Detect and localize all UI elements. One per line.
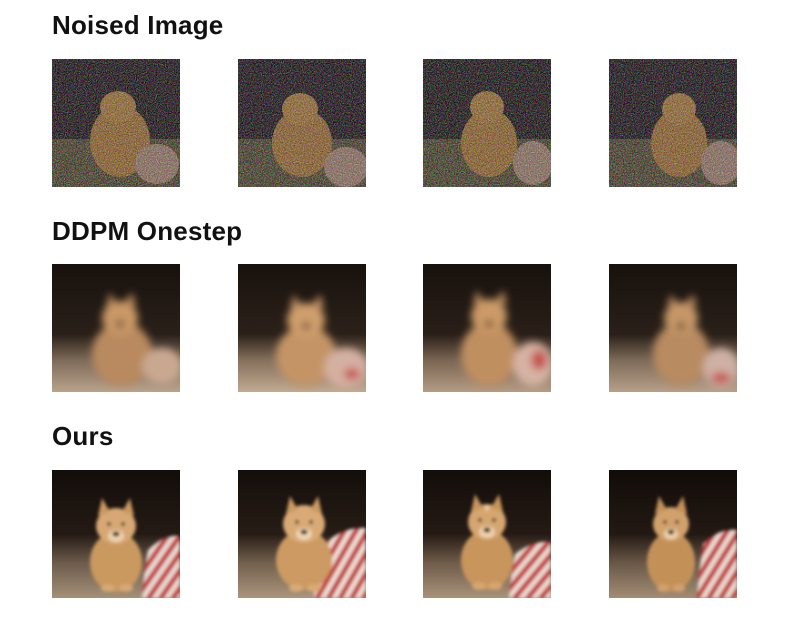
noised-image-2: [238, 59, 366, 187]
dog-image: [609, 470, 737, 598]
noised-image-1: [52, 59, 180, 187]
dog-image: [52, 264, 180, 392]
dog-image: [238, 59, 366, 187]
dog-image: [609, 264, 737, 392]
row-title-onestep: DDPM Onestep: [52, 216, 243, 246]
dog-image: [52, 470, 180, 598]
dog-image: [423, 470, 551, 598]
onestep-image-4: [609, 264, 737, 392]
noised-image-3: [423, 59, 551, 187]
ours-image-4: [609, 470, 737, 598]
dog-image: [238, 264, 366, 392]
onestep-image-3: [423, 264, 551, 392]
ours-image-1: [52, 470, 180, 598]
dog-image: [52, 59, 180, 187]
dog-image: [609, 59, 737, 187]
dog-image: [423, 59, 551, 187]
dog-image: [238, 470, 366, 598]
ours-image-3: [423, 470, 551, 598]
row-title-ours: Ours: [52, 421, 114, 451]
onestep-image-2: [238, 264, 366, 392]
dog-image: [423, 264, 551, 392]
onestep-image-1: [52, 264, 180, 392]
ours-image-2: [238, 470, 366, 598]
row-title-noised: Noised Image: [52, 10, 224, 40]
noised-image-4: [609, 59, 737, 187]
